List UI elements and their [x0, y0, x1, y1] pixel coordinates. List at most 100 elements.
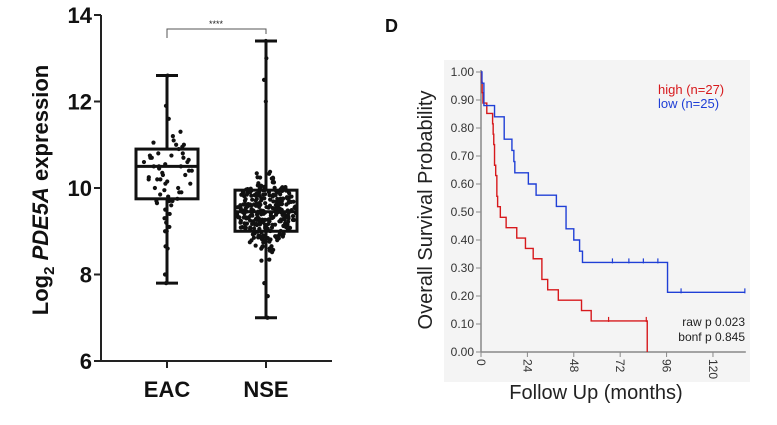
significance-bracket — [166, 28, 267, 38]
box — [134, 147, 200, 201]
data-point — [249, 203, 254, 208]
data-point — [183, 172, 188, 178]
data-point — [166, 116, 171, 121]
data-point — [163, 207, 168, 212]
data-point — [243, 225, 248, 230]
data-point — [272, 222, 278, 227]
y-axis-label: Log2 PDE5A expression — [28, 65, 58, 315]
data-point — [165, 246, 170, 251]
data-point — [163, 181, 168, 186]
data-point — [269, 250, 275, 255]
data-point — [283, 224, 288, 230]
data-point — [151, 140, 156, 145]
data-point — [254, 191, 260, 196]
survival-plot-panel: D Overall Survival Probability Follow Up… — [385, 16, 750, 404]
y-tick-label: 0.10 — [451, 317, 475, 331]
data-point — [174, 142, 179, 147]
data-point — [265, 294, 270, 299]
legend-high: high (n=27) — [658, 82, 724, 97]
data-point — [164, 281, 169, 286]
y-tick-label: 0.20 — [451, 289, 475, 303]
data-point — [181, 155, 186, 160]
data-point — [162, 229, 168, 234]
data-point — [178, 129, 183, 134]
data-point — [287, 191, 292, 196]
data-point — [242, 221, 247, 226]
data-point — [171, 138, 176, 143]
data-point — [261, 238, 266, 243]
data-point — [164, 220, 169, 225]
y-tick-label: 0.30 — [451, 261, 475, 275]
data-point — [263, 99, 268, 104]
data-point — [247, 240, 252, 245]
data-point — [177, 190, 182, 195]
data-point — [286, 200, 291, 205]
data-point — [180, 151, 185, 156]
data-point — [260, 244, 265, 249]
data-point — [185, 159, 190, 165]
data-point — [258, 175, 263, 180]
x-tick-label: EAC — [144, 377, 191, 402]
x-tick-label: 96 — [660, 359, 674, 373]
y-tick-label: 1.00 — [451, 65, 475, 79]
significance-label: **** — [209, 19, 224, 29]
data-point — [250, 213, 255, 218]
box-fill — [136, 149, 198, 199]
data-point — [249, 193, 254, 198]
data-point — [259, 198, 264, 203]
data-point — [250, 197, 255, 202]
data-point — [271, 179, 276, 185]
data-point — [290, 214, 296, 219]
raw-p-annotation: raw p 0.023 — [682, 315, 745, 329]
data-point — [167, 224, 172, 230]
y-tick-label: 8 — [80, 263, 92, 288]
data-point — [263, 38, 268, 44]
data-point — [265, 236, 270, 241]
legend-low: low (n=25) — [658, 96, 719, 111]
data-point — [256, 233, 261, 238]
data-point — [275, 238, 280, 243]
y-axis-label: Overall Survival Probability — [415, 91, 437, 330]
data-point — [160, 172, 166, 178]
data-point — [244, 216, 249, 221]
data-point — [279, 201, 285, 207]
data-point — [244, 192, 249, 197]
data-point — [256, 204, 262, 209]
data-point — [238, 225, 243, 230]
data-point — [255, 215, 260, 220]
box-plot-panel: Log2 PDE5A expression **** 6 8 10 12 14 EAC NS… — [28, 3, 332, 402]
data-point — [273, 203, 278, 208]
data-point — [254, 171, 259, 176]
data-point — [286, 219, 291, 224]
y-tick-label: 0.60 — [451, 177, 475, 191]
data-point — [186, 168, 192, 173]
y-tick-label: 0.00 — [451, 345, 475, 359]
data-point — [267, 257, 272, 262]
data-point — [270, 215, 275, 221]
data-point — [267, 203, 273, 208]
data-point — [270, 175, 276, 180]
data-point — [271, 192, 276, 197]
data-point — [247, 218, 253, 223]
x-tick-label: 0 — [474, 359, 488, 366]
data-point — [263, 201, 268, 206]
data-point — [170, 134, 175, 139]
data-point — [242, 201, 248, 207]
data-point — [169, 203, 174, 208]
y-tick-label: 14 — [68, 3, 93, 28]
data-point — [165, 73, 170, 78]
data-point — [280, 196, 285, 201]
data-point — [251, 235, 257, 240]
data-point — [269, 225, 275, 230]
data-point — [154, 201, 160, 206]
data-point — [253, 198, 258, 203]
data-point — [167, 211, 172, 217]
survival-curve-high — [480, 71, 648, 352]
x-tick-label: 120 — [706, 359, 720, 379]
data-point — [262, 281, 267, 286]
data-point — [158, 177, 163, 182]
data-point — [261, 233, 266, 238]
data-point — [282, 217, 287, 222]
data-point — [163, 103, 169, 108]
